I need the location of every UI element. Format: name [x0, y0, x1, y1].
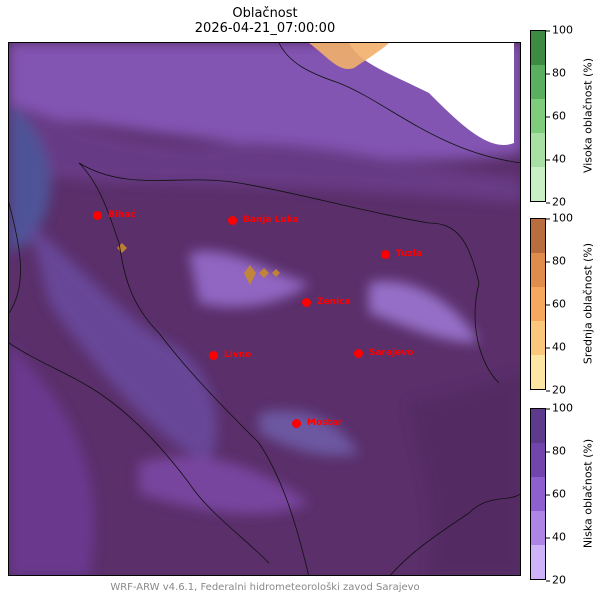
- colorbar-label: Niska oblačnost (%): [581, 438, 595, 549]
- cloud-field: [9, 43, 520, 575]
- city-marker: Tuzla: [381, 249, 422, 259]
- colorbar-tick: 20: [546, 383, 566, 397]
- colorbar-segment: [531, 477, 545, 511]
- city-marker: Bihać: [93, 210, 136, 220]
- colorbar-tick: 100: [546, 401, 573, 415]
- colorbar-tick: 20: [546, 195, 566, 209]
- city-label: Livno: [224, 350, 252, 360]
- colorbar-segment: [531, 253, 545, 287]
- colorbar-tick: 100: [546, 23, 573, 37]
- colorbar-segment: [531, 31, 545, 65]
- city-dot-icon: [292, 418, 301, 428]
- colorbar-label: Srednja oblačnost (%): [581, 242, 595, 365]
- model-credit: WRF-ARW v4.6.1, Federalni hidrometeorolo…: [110, 582, 420, 593]
- borders: [9, 43, 520, 575]
- city-label: Tuzla: [396, 249, 422, 259]
- city-dot-icon: [354, 348, 363, 358]
- city-dot-icon: [302, 297, 311, 307]
- colorbar-tick: 80: [546, 66, 566, 80]
- colorbar-tick: 80: [546, 444, 566, 458]
- colorbar-segment: [531, 219, 545, 253]
- colorbar-segment: [531, 545, 545, 579]
- city-dot-icon: [93, 210, 102, 220]
- colorbar-tick: 60: [546, 109, 566, 123]
- colorbar-tick: 60: [546, 487, 566, 501]
- city-dot-icon: [381, 249, 390, 259]
- city-dot-icon: [228, 215, 237, 225]
- city-marker: Livno: [209, 350, 251, 360]
- colorbar-tick: 80: [546, 254, 566, 268]
- colorbar-segment: [531, 99, 545, 133]
- city-label: Banja Luka: [243, 215, 299, 225]
- colorbar-tick: 100: [546, 211, 573, 225]
- city-marker: Mostar: [292, 418, 342, 428]
- city-marker: Banja Luka: [228, 215, 299, 225]
- colorbar: [530, 218, 546, 390]
- colorbar-tick: 40: [546, 340, 566, 354]
- city-label: Mostar: [307, 418, 343, 428]
- city-label: Zenica: [317, 297, 351, 307]
- map-timestamp: 2026-04-21_07:00:00: [194, 21, 336, 36]
- colorbar-segment: [531, 355, 545, 389]
- colorbar-tick: 60: [546, 297, 566, 311]
- colorbar-label: Visoka oblačnost (%): [581, 57, 595, 174]
- city-marker: Zenica: [302, 297, 351, 307]
- colorbar-tick: 40: [546, 530, 566, 544]
- city-label: Sarajevo: [369, 348, 414, 358]
- colorbar-tick: 20: [546, 573, 566, 587]
- colorbar-segment: [531, 167, 545, 201]
- colorbar-segment: [531, 409, 545, 443]
- colorbar: [530, 408, 546, 580]
- colorbar-segment: [531, 65, 545, 99]
- colorbar-segment: [531, 511, 545, 545]
- colorbar-segment: [531, 287, 545, 321]
- map-title: Oblačnost: [232, 6, 298, 21]
- colorbar-segment: [531, 443, 545, 477]
- colorbar-segment: [531, 133, 545, 167]
- colorbar-tick: 40: [546, 152, 566, 166]
- cloud-cover-map: Bihać Banja Luka Tuzla Zenica Livno Sara…: [8, 42, 521, 576]
- colorbar-segment: [531, 321, 545, 355]
- city-dot-icon: [209, 350, 218, 360]
- city-marker: Sarajevo: [354, 348, 413, 358]
- colorbar: [530, 30, 546, 202]
- city-label: Bihać: [108, 210, 136, 220]
